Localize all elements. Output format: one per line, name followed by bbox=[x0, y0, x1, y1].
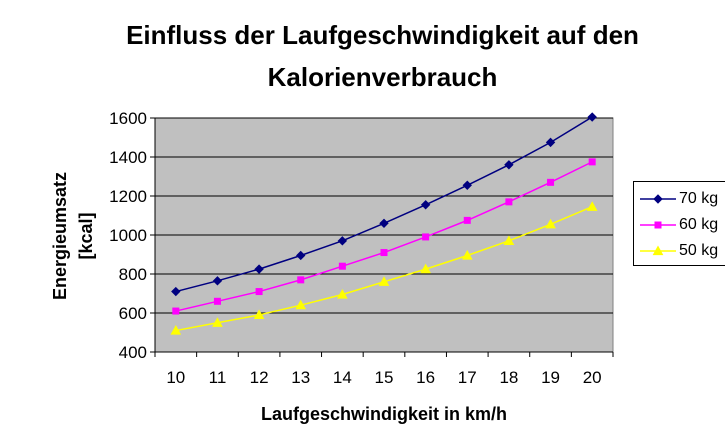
series-group bbox=[170, 112, 598, 335]
series-2 bbox=[172, 158, 596, 315]
x-tick-label: 13 bbox=[291, 368, 310, 387]
data-point bbox=[378, 276, 390, 286]
data-point bbox=[463, 216, 471, 224]
legend: 70 kg 60 kg 50 kg bbox=[633, 181, 725, 266]
data-point bbox=[420, 263, 431, 274]
y-tick-label: 600 bbox=[119, 304, 147, 323]
x-tick-label: 14 bbox=[333, 368, 352, 387]
legend-point bbox=[654, 221, 662, 229]
y-tick-label: 1600 bbox=[109, 109, 147, 128]
data-point bbox=[505, 198, 513, 206]
data-point bbox=[337, 288, 348, 299]
legend-item-1: 70 kg bbox=[634, 188, 725, 210]
x-tick-label: 16 bbox=[416, 368, 435, 387]
data-point bbox=[380, 249, 388, 257]
y-axis-label-line-1: Energieumsatz bbox=[50, 172, 70, 300]
data-point bbox=[461, 249, 473, 260]
x-tick-label: 18 bbox=[499, 368, 518, 387]
data-point bbox=[253, 309, 265, 320]
data-point bbox=[503, 235, 515, 245]
x-tick-label: 17 bbox=[458, 368, 477, 387]
data-point bbox=[338, 262, 346, 270]
series-3 bbox=[170, 201, 598, 335]
data-point bbox=[295, 299, 307, 310]
legend-marker-2 bbox=[640, 221, 676, 229]
y-tick-label: 1400 bbox=[109, 148, 147, 167]
data-point bbox=[297, 276, 305, 284]
legend-point bbox=[652, 245, 664, 256]
legend-item-2: 60 kg bbox=[634, 214, 725, 236]
data-point bbox=[337, 236, 348, 246]
legend-marker-1 bbox=[640, 194, 676, 204]
data-point bbox=[379, 218, 389, 229]
data-point bbox=[212, 276, 223, 286]
data-point bbox=[296, 250, 306, 261]
data-point bbox=[588, 158, 596, 166]
legend-marker-3 bbox=[640, 245, 676, 256]
y-tick-label: 1200 bbox=[109, 187, 147, 206]
legend-label-2: 60 kg bbox=[679, 216, 719, 233]
y-tick-labels: 400 600 800 1000 1200 1400 1600 bbox=[109, 109, 155, 362]
x-tick-label: 19 bbox=[541, 368, 560, 387]
legend-point bbox=[653, 194, 663, 204]
x-tick-label: 10 bbox=[166, 368, 185, 387]
data-point bbox=[212, 317, 223, 327]
data-point bbox=[213, 297, 221, 305]
data-point bbox=[171, 286, 181, 297]
legend-label-3: 50 kg bbox=[679, 242, 719, 259]
x-axis-label: Laufgeschwindigkeit in km/h bbox=[261, 404, 507, 424]
x-tick-label: 11 bbox=[209, 368, 227, 387]
data-point bbox=[254, 264, 264, 274]
data-point bbox=[545, 137, 556, 148]
x-tick-label: 15 bbox=[375, 368, 394, 387]
legend-item-3: 50 kg bbox=[634, 240, 725, 262]
x-tick-labels: 10 11 12 13 14 15 16 17 18 19 20 bbox=[154, 352, 614, 387]
data-point bbox=[170, 325, 182, 335]
x-tick-label: 12 bbox=[250, 368, 269, 387]
data-point bbox=[547, 178, 555, 186]
chart-title-line-1: Einfluss der Laufgeschwindigkeit auf den bbox=[126, 20, 639, 50]
data-point bbox=[462, 180, 472, 190]
series-1 bbox=[171, 112, 597, 297]
chart-title: Einfluss der Laufgeschwindigkeit auf den… bbox=[0, 14, 725, 98]
y-axis-label-line-2: [kcal] bbox=[76, 212, 96, 259]
data-point bbox=[587, 112, 597, 122]
data-point bbox=[422, 233, 430, 241]
data-point bbox=[586, 201, 598, 211]
y-tick-label: 1000 bbox=[109, 226, 147, 245]
data-point bbox=[255, 288, 263, 296]
data-point bbox=[172, 307, 180, 315]
x-tick-label: 20 bbox=[583, 368, 602, 387]
legend-label-1: 70 kg bbox=[679, 190, 719, 207]
data-point bbox=[545, 218, 556, 229]
data-point bbox=[420, 200, 431, 210]
y-axis-label: Energieumsatz [kcal] bbox=[50, 172, 96, 300]
chart-title-line-2: Kalorienverbrauch bbox=[267, 62, 498, 92]
gridlines bbox=[155, 117, 613, 314]
data-point bbox=[504, 160, 514, 170]
y-tick-label: 400 bbox=[119, 343, 147, 362]
y-tick-label: 800 bbox=[119, 265, 147, 284]
